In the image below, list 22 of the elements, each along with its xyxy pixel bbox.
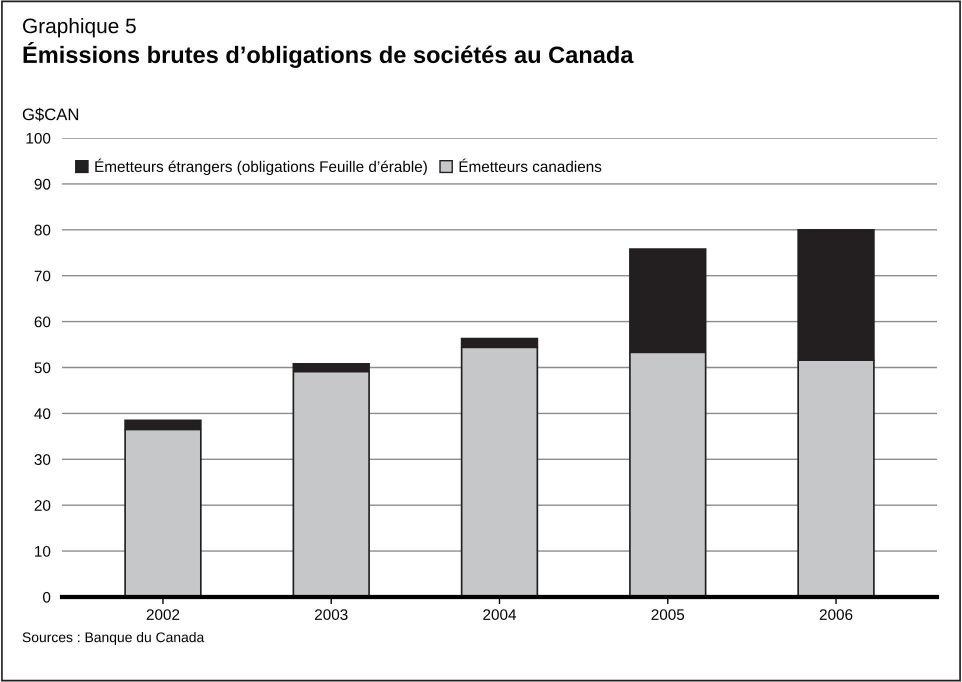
- legend-label: Émetteurs étrangers (obligations Feuille d’érable): [95, 158, 427, 176]
- x-tick-label: 2002: [146, 609, 180, 620]
- x-tick-label: 2005: [652, 609, 684, 620]
- y-tick-label: 80: [34, 224, 50, 236]
- chart-title: Émissions brutes d’obligations de sociétés au Canada: [24, 42, 634, 68]
- y-tick-label: 100: [26, 132, 50, 144]
- y-tick-label: 0: [42, 592, 50, 603]
- y-tick-label: 40: [34, 408, 50, 420]
- y-tick-label: 60: [34, 316, 50, 328]
- y-tick-label: 20: [34, 500, 50, 511]
- source-note: Sources : Banque du Canada: [22, 632, 204, 645]
- y-tick-label: 90: [34, 178, 50, 190]
- y-tick-label: 10: [35, 546, 50, 557]
- x-tick-label: 2003: [315, 609, 348, 620]
- y-tick-label: 50: [34, 362, 50, 374]
- chart-subtitle: Graphique 5: [23, 18, 136, 38]
- x-tick-label: 2006: [820, 609, 852, 620]
- legend-label: Émetteurs canadiens: [460, 158, 602, 172]
- y-tick-label: 70: [34, 270, 50, 282]
- y-tick-label: 30: [34, 454, 50, 465]
- y-axis-title: G$CAN: [22, 108, 78, 122]
- x-tick-label: 2004: [483, 609, 516, 620]
